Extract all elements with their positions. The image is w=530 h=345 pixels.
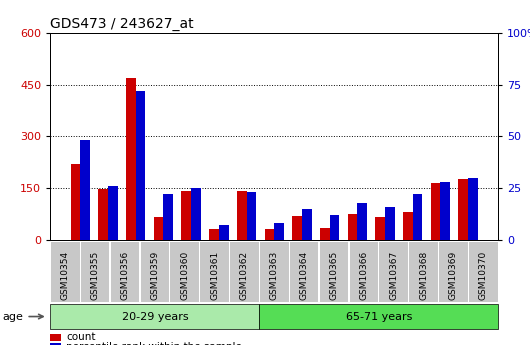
Text: GSM10368: GSM10368 (419, 251, 428, 300)
Bar (99, 189, 108, 240)
Bar (81, 140, 90, 240)
Bar (348, 214, 357, 240)
Bar (403, 212, 413, 240)
Text: GSM10370: GSM10370 (479, 251, 488, 300)
Bar (209, 229, 219, 240)
Bar (51, 241, 80, 302)
Bar (191, 188, 201, 240)
Text: GSM10359: GSM10359 (151, 251, 160, 300)
Bar (136, 91, 146, 240)
Text: 20-29 years: 20-29 years (121, 312, 188, 322)
Text: percentile rank within the sample: percentile rank within the sample (66, 342, 242, 345)
Bar (302, 209, 312, 240)
Bar (111, 241, 139, 302)
Bar (219, 225, 228, 240)
Bar (246, 192, 257, 240)
Bar (163, 194, 173, 240)
Bar (290, 241, 319, 302)
Bar (468, 178, 478, 240)
Bar (154, 217, 163, 240)
Bar (126, 78, 136, 240)
Bar (320, 241, 348, 302)
Bar (275, 223, 284, 240)
Text: GSM10366: GSM10366 (359, 251, 368, 300)
Text: 65-71 years: 65-71 years (346, 312, 412, 322)
Bar (170, 241, 199, 302)
Bar (357, 203, 367, 240)
Text: GSM10361: GSM10361 (210, 251, 219, 300)
Bar (469, 241, 498, 302)
Text: GSM10364: GSM10364 (299, 251, 308, 300)
Text: GSM10360: GSM10360 (180, 251, 189, 300)
Bar (431, 183, 440, 240)
Text: GSM10363: GSM10363 (270, 251, 279, 300)
Bar (375, 217, 385, 240)
Bar (181, 191, 191, 240)
Bar (264, 229, 275, 240)
Bar (108, 186, 118, 240)
Bar (260, 241, 289, 302)
Text: count: count (66, 332, 96, 342)
Text: GSM10367: GSM10367 (389, 251, 398, 300)
Bar (458, 179, 468, 240)
Text: GSM10354: GSM10354 (61, 251, 70, 300)
Bar (200, 241, 229, 302)
Bar (439, 241, 468, 302)
Bar (413, 194, 422, 240)
Bar (81, 241, 110, 302)
Bar (50, 304, 259, 329)
Text: GSM10355: GSM10355 (91, 251, 100, 300)
Bar (349, 241, 378, 302)
Bar (237, 191, 246, 240)
Text: GSM10356: GSM10356 (120, 251, 129, 300)
Bar (50, 334, 61, 341)
Bar (320, 228, 330, 240)
Bar (140, 241, 169, 302)
Bar (50, 343, 61, 345)
Bar (385, 207, 395, 240)
Bar (70, 164, 81, 240)
Bar (230, 241, 259, 302)
Bar (330, 215, 339, 240)
Text: GSM10365: GSM10365 (330, 251, 339, 300)
Bar (259, 304, 498, 329)
Bar (379, 241, 408, 302)
Text: GSM10369: GSM10369 (449, 251, 458, 300)
Bar (440, 182, 450, 240)
Bar (292, 216, 302, 240)
Text: age: age (3, 312, 43, 322)
Text: GSM10362: GSM10362 (240, 251, 249, 300)
Bar (409, 241, 438, 302)
Text: GDS473 / 243627_at: GDS473 / 243627_at (50, 17, 194, 31)
